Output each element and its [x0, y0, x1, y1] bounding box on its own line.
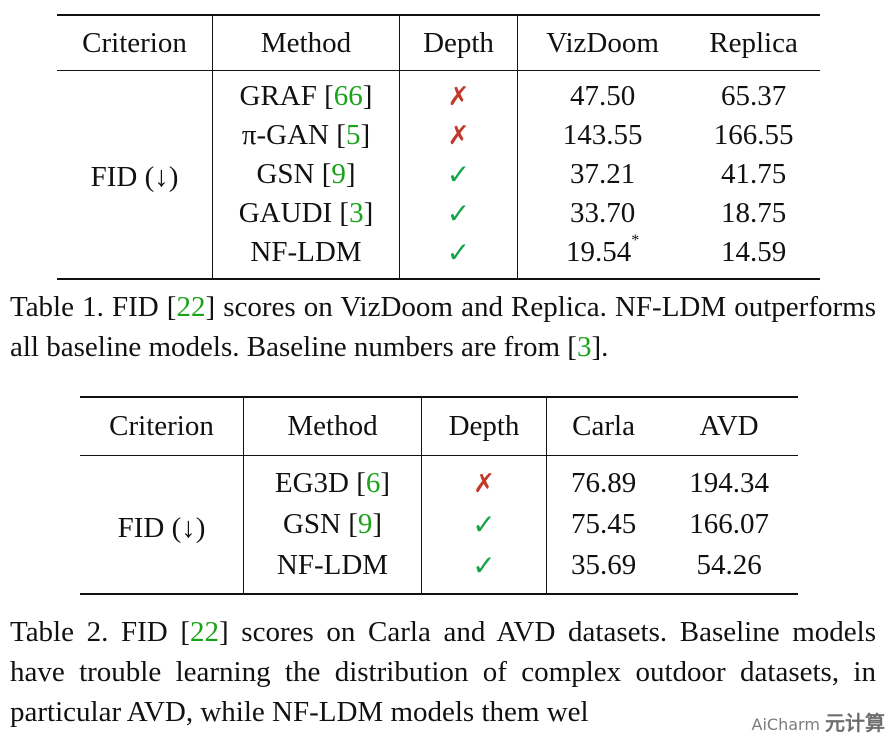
table-row: GAUDI [3] ✓ 33.70 18.75: [57, 194, 820, 233]
asterisk-mark: *: [631, 232, 640, 249]
table-row: FID (↓) EG3D [6] ✗ 76.89 194.34: [80, 455, 798, 594]
replica-value-best: 14.59: [720, 236, 787, 268]
replica-value: 166.55: [713, 119, 794, 151]
method-name: NF-LDM: [276, 549, 389, 581]
table-row: GSN [9] ✓ 37.21 41.75: [57, 155, 820, 194]
method-cell: EG3D [6]: [243, 455, 422, 504]
avd-value-best: 54.26: [696, 549, 762, 581]
table-1: Criterion Method Depth VizDoom Replica F…: [57, 14, 820, 280]
criterion-cell: FID (↓): [80, 455, 244, 594]
criterion-cell: FID (↓): [57, 70, 213, 279]
vizdoom-value-best: 19.54*: [518, 232, 688, 279]
caption-text: ] scores on Carla and AVD datasets. Base…: [10, 616, 876, 728]
citation-link[interactable]: 6: [365, 467, 381, 499]
header-vizdoom: VizDoom: [517, 15, 688, 71]
table-2-caption: Table 2. FID [22] scores on Carla and AV…: [10, 612, 876, 732]
method-cell: GRAF [66]: [212, 70, 400, 116]
watermark-line2: 元计算: [825, 711, 885, 735]
citation-link[interactable]: 3: [576, 331, 592, 363]
method-name: GRAF: [239, 80, 317, 112]
method-name: GSN: [282, 508, 341, 540]
table-1-caption: Table 1. FID [22] scores on VizDoom and …: [10, 287, 876, 367]
depth-check-icon: ✓: [421, 545, 547, 594]
replica-value: 65.37: [720, 80, 787, 112]
header-replica: Replica: [687, 15, 820, 71]
header-method: Method: [212, 15, 400, 71]
depth-cross-icon: ✗: [421, 455, 547, 504]
caption-text: Table 2. FID [: [10, 616, 191, 648]
method-name: GSN: [256, 158, 315, 190]
citation-link[interactable]: 5: [345, 119, 361, 151]
table-row: π-GAN [5] ✗ 143.55 166.55: [57, 116, 820, 155]
depth-cross-icon: ✗: [399, 70, 518, 116]
header-avd: AVD: [660, 397, 798, 456]
table-row: NF-LDM ✓ 35.69 54.26: [80, 545, 798, 594]
method-cell: π-GAN [5]: [212, 116, 400, 155]
avd-value: 194.34: [689, 467, 769, 499]
depth-check-icon: ✓: [421, 504, 547, 545]
header-carla: Carla: [546, 397, 661, 456]
method-cell: NF-LDM: [212, 233, 400, 279]
method-name: π-GAN: [241, 119, 330, 151]
carla-value: 76.89: [570, 467, 637, 499]
vizdoom-value: 37.21: [569, 158, 636, 190]
watermark-line1: AiCharm: [751, 715, 820, 734]
watermark: AiCharm 元计算: [752, 707, 885, 736]
carla-value-best: 35.69: [570, 549, 637, 581]
replica-value: 41.75: [720, 158, 787, 190]
header-criterion: Criterion: [57, 15, 213, 71]
depth-check-icon: ✓: [399, 194, 518, 233]
method-cell: GSN [9]: [243, 504, 422, 545]
depth-check-icon: ✓: [399, 233, 518, 279]
method-cell: GSN [9]: [212, 155, 400, 194]
table-row: GSN [9] ✓ 75.45 166.07: [80, 504, 798, 545]
method-name: NF-LDM: [250, 236, 362, 268]
header-depth: Depth: [399, 15, 518, 71]
avd-value: 166.07: [689, 508, 769, 540]
method-name: EG3D: [274, 467, 349, 499]
caption-text: Table 1. FID [: [10, 291, 177, 323]
table-row: FID (↓) GRAF [66] ✗ 47.50 65.37: [57, 70, 820, 279]
best-value: 19.54: [565, 236, 632, 268]
vizdoom-value: 47.50: [569, 80, 636, 112]
citation-link[interactable]: 66: [333, 80, 363, 112]
depth-check-icon: ✓: [399, 155, 518, 194]
replica-value: 18.75: [720, 197, 787, 229]
carla-value: 75.45: [570, 508, 637, 540]
citation-link[interactable]: 22: [176, 291, 206, 323]
header-method: Method: [243, 397, 422, 456]
header-depth: Depth: [421, 397, 547, 456]
citation-link[interactable]: 9: [331, 158, 346, 190]
citation-link[interactable]: 22: [190, 616, 220, 648]
depth-cross-icon: ✗: [399, 116, 518, 155]
header-criterion: Criterion: [80, 397, 244, 456]
citation-link[interactable]: 9: [357, 508, 373, 540]
table-2: Criterion Method Depth Carla AVD FID (↓)…: [80, 396, 798, 595]
method-cell: GAUDI [3]: [212, 194, 400, 233]
table-2-header-row: Criterion Method Depth Carla AVD: [80, 397, 798, 456]
method-name: GAUDI: [238, 197, 333, 229]
caption-text: ].: [591, 331, 609, 363]
method-cell: NF-LDM: [243, 545, 422, 594]
table-1-header-row: Criterion Method Depth VizDoom Replica: [57, 15, 820, 71]
caption-text: ] scores on VizDoom and Replica. NF-LDM …: [10, 291, 876, 363]
table-row: NF-LDM ✓ 19.54* 14.59: [57, 232, 820, 279]
vizdoom-value: 143.55: [562, 119, 643, 151]
citation-link[interactable]: 3: [349, 197, 364, 229]
vizdoom-value: 33.70: [569, 197, 636, 229]
